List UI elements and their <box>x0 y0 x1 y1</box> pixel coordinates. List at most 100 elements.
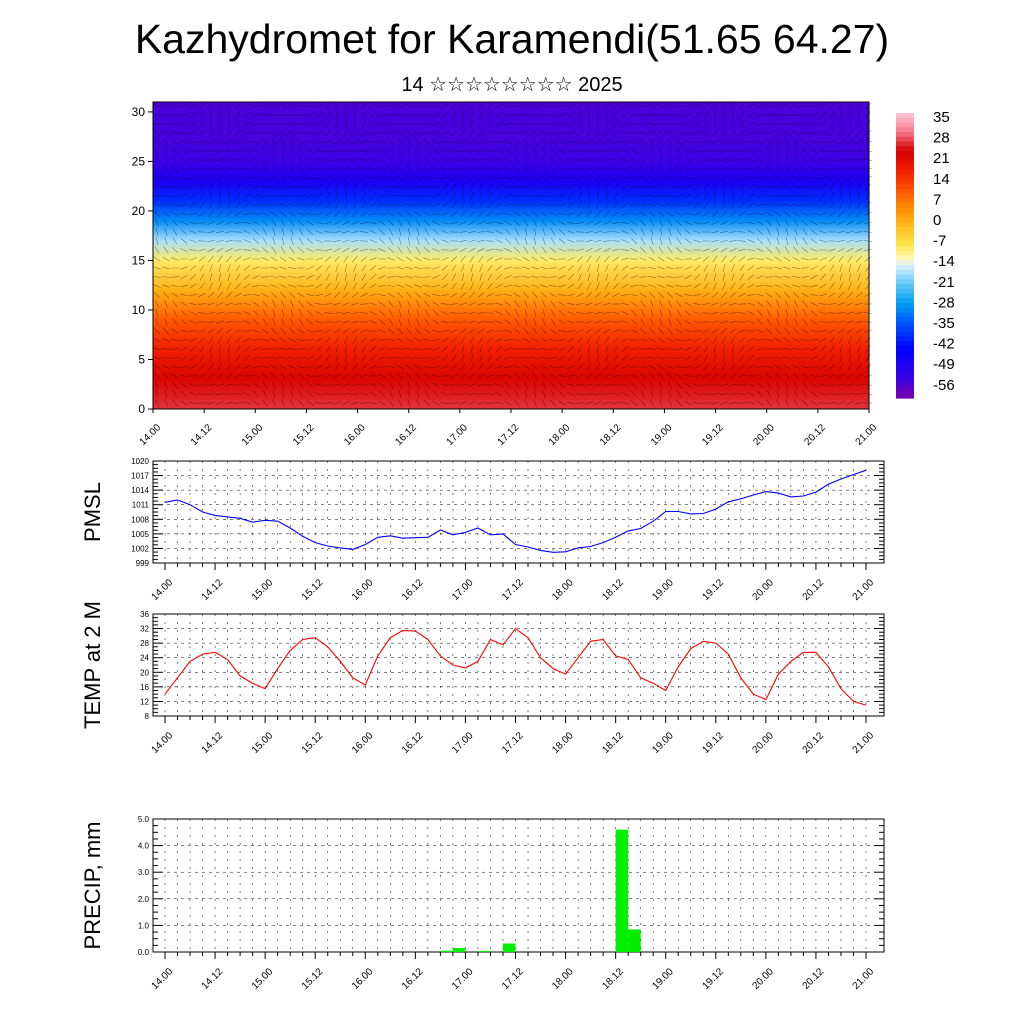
heatmap-y-tick-label: 25 <box>132 154 146 168</box>
colorbar-label: -56 <box>933 377 955 394</box>
colorbar-segment <box>896 184 914 190</box>
colorbar-segment <box>896 217 914 223</box>
pmsl-x-tick-label: 15.00 <box>250 577 276 603</box>
heatmap-x-tick-label: 18.00 <box>547 422 573 448</box>
temp2m-x-tick-label: 16.00 <box>350 730 376 756</box>
temp2m-x-tick-label: 18.00 <box>550 730 576 756</box>
colorbar-segment <box>896 170 914 176</box>
colorbar-segment <box>896 250 914 257</box>
colorbar-segment <box>896 231 914 238</box>
precip-x-tick-label: 16.12 <box>400 966 426 992</box>
colorbar-label: 0 <box>933 212 941 229</box>
precip-y-tick-label: 3.0 <box>138 868 150 877</box>
colorbar-segment <box>896 379 914 385</box>
colorbar-label: 14 <box>933 171 950 188</box>
pmsl-y-tick-label: 1014 <box>131 486 149 495</box>
pmsl-x-tick-label: 16.12 <box>400 577 426 603</box>
precip-bar <box>477 950 491 952</box>
colorbar-segment <box>896 350 914 356</box>
colorbar-segment <box>896 222 914 228</box>
colorbar-segment <box>896 383 914 390</box>
colorbar-label: 7 <box>933 191 941 208</box>
precip-x-tick-label: 14.12 <box>200 966 226 992</box>
colorbar-segment <box>896 360 914 366</box>
colorbar-segment <box>896 274 914 280</box>
temp2m-x-tick-label: 19.00 <box>650 730 676 756</box>
colorbar-segment <box>896 246 914 252</box>
colorbar-segment <box>896 189 914 195</box>
colorbar-label: -35 <box>933 315 955 332</box>
heatmap-y-tick-label: 15 <box>132 253 146 267</box>
colorbar-segment <box>896 241 914 247</box>
pmsl-x-tick-label: 19.00 <box>650 577 676 603</box>
colorbar-label: -28 <box>933 294 955 311</box>
precip-x-tick-label: 19.12 <box>700 966 726 992</box>
colorbar-segment <box>896 312 914 318</box>
colorbar-label: 28 <box>933 130 950 147</box>
temp2m-y-tick-label: 8 <box>145 712 150 721</box>
colorbar-segment <box>896 374 914 380</box>
precip-x-tick-label: 17.12 <box>500 966 526 992</box>
colorbar-segment <box>896 369 914 375</box>
heatmap-y-tick-label: 10 <box>132 303 146 317</box>
heatmap-x-tick-label: 14.12 <box>189 422 215 448</box>
pmsl-panel: 999 1002 1005 1008 1011 1014 1017 1020 PMSL 14.00… <box>80 457 885 603</box>
temp2m-series-line <box>164 627 867 706</box>
wind-barbs <box>153 102 873 407</box>
precip-x-tick-label: 14.00 <box>150 966 176 992</box>
pmsl-x-tick-label: 18.00 <box>550 577 576 603</box>
precip-bar <box>628 929 641 952</box>
temp2m-x-tick-label: 17.00 <box>450 730 476 756</box>
temp2m-x-tick-label: 20.12 <box>801 730 827 756</box>
temp2m-x-tick-label: 14.12 <box>200 730 226 756</box>
colorbar-label: -7 <box>933 233 946 250</box>
precip-frame <box>152 818 885 953</box>
heatmap-x-tick-label: 18.12 <box>598 422 624 448</box>
pmsl-y-tick-label: 1008 <box>131 515 149 524</box>
pmsl-x-tick-label: 18.12 <box>600 577 626 603</box>
colorbar-segment <box>896 322 914 328</box>
colorbar-segment <box>896 336 914 342</box>
temp2m-y-tick-label: 32 <box>140 625 149 634</box>
colorbar-segment <box>896 212 914 219</box>
precip-x-tick-label: 15.12 <box>300 966 326 992</box>
pmsl-frame <box>152 460 885 564</box>
temp2m-x-tick-label: 19.12 <box>700 730 726 756</box>
temp2m-x-tick-label: 16.12 <box>400 730 426 756</box>
temp2m-frame <box>152 613 885 717</box>
colorbar-segment <box>896 179 914 185</box>
precip-y-tick-label: 0.0 <box>138 948 150 957</box>
colorbar-segment <box>896 113 914 119</box>
colorbar-segment <box>896 151 914 157</box>
temp2m-x-tick-label: 17.12 <box>500 730 526 756</box>
colorbar-segment <box>896 208 914 214</box>
colorbar-label: -42 <box>933 336 955 353</box>
pmsl-x-tick-label: 21.00 <box>851 577 877 603</box>
precip-x-tick-label: 20.12 <box>801 966 827 992</box>
precip-bar <box>452 948 466 952</box>
colorbar-segment <box>896 364 914 371</box>
heatmap-panel: 0 5 10 15 20 25 30 <box>132 101 873 416</box>
pmsl-y-tick-label: 1020 <box>131 457 149 466</box>
heatmap-x-tick-label: 20.12 <box>803 422 829 448</box>
colorbar-segment <box>896 307 914 314</box>
precip-x-tick-label: 20.00 <box>751 966 777 992</box>
precip-x-tick-label: 17.00 <box>450 966 476 992</box>
pmsl-series-line <box>164 469 867 553</box>
temp2m-x-tick-label: 18.12 <box>600 730 626 756</box>
colorbar-segment <box>896 198 914 204</box>
colorbar-segment <box>896 227 914 233</box>
pmsl-x-tick-label: 19.12 <box>700 577 726 603</box>
heatmap-x-tick-label: 17.00 <box>445 422 471 448</box>
temp2m-y-tick-label: 20 <box>140 668 149 677</box>
temp2m-x-tick-label: 21.00 <box>851 730 877 756</box>
colorbar-segment <box>896 279 914 285</box>
heatmap-x-tick-label: 20.00 <box>751 422 777 448</box>
heatmap-y-tick-label: 20 <box>132 204 146 218</box>
colorbar-segment <box>896 141 914 147</box>
colorbar-segment <box>896 345 914 352</box>
heatmap-y-tick-label: 5 <box>138 352 145 366</box>
chart-subtitle: 14 ☆☆☆☆☆☆☆☆ 2025 <box>401 74 623 96</box>
heatmap-x-tick-label: 19.12 <box>700 422 726 448</box>
